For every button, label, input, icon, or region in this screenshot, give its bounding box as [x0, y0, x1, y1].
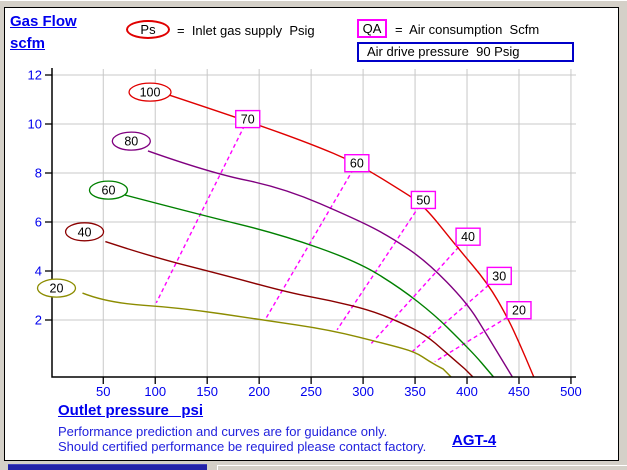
qa-box-60	[344, 153, 370, 173]
ps-oval-20	[36, 278, 77, 298]
ps-legend-symbol: Ps	[126, 20, 170, 39]
qa-line-50	[336, 199, 424, 331]
background-window-titlebar-edge	[8, 464, 207, 470]
y-tick-label: 12	[28, 68, 42, 83]
y-tick-label: 2	[35, 313, 42, 328]
curve-ps-40	[105, 240, 474, 378]
guidance-note-line2: Should certified performance be required…	[58, 439, 427, 454]
ps-oval-label: 20	[50, 282, 64, 296]
qa-box-50	[410, 190, 437, 210]
ps-oval-label: 40	[78, 225, 92, 239]
ps-oval-label: 60	[102, 184, 116, 198]
y-tick-label: 10	[28, 117, 42, 132]
qa-line-60	[265, 162, 358, 318]
ps-oval-label: 80	[124, 135, 138, 149]
qa-line-70	[155, 118, 249, 304]
ps-oval-40	[64, 222, 105, 242]
model-label: AGT-4	[452, 432, 497, 449]
x-axis-title: Outlet pressure psi	[58, 402, 204, 419]
qa-box-label: 30	[492, 269, 506, 283]
ps-oval-label: 100	[140, 86, 161, 100]
y-axis-title-line1: Gas Flow	[10, 13, 77, 30]
x-tick-label: 400	[456, 384, 478, 399]
curve-ps-60	[124, 194, 495, 378]
qa-line-20	[434, 309, 520, 363]
qa-box-label: 40	[461, 230, 475, 244]
x-tick-label: 50	[96, 384, 110, 399]
ps-oval-60	[88, 180, 129, 200]
qa-box-40	[455, 227, 481, 246]
qa-legend-symbol: QA	[357, 19, 387, 38]
ps-oval-80	[111, 131, 151, 151]
x-tick-label: 350	[404, 384, 426, 399]
curve-ps-80	[147, 150, 513, 378]
x-tick-label: 500	[560, 384, 582, 399]
curve-ps-20	[82, 292, 452, 378]
y-axis-title-line2: scfm	[10, 35, 46, 52]
qa-box-20	[506, 301, 532, 320]
x-tick-label: 250	[300, 384, 322, 399]
qa-box-label: 20	[512, 304, 526, 318]
x-tick-label: 200	[248, 384, 270, 399]
axes	[51, 68, 576, 378]
x-tick-label: 150	[196, 384, 218, 399]
ps-oval-100	[128, 82, 172, 102]
qa-box-label: 50	[416, 193, 430, 207]
guidance-note-line1: Performance prediction and curves are fo…	[58, 424, 388, 439]
x-tick-label: 450	[508, 384, 530, 399]
qa-box-label: 60	[350, 157, 364, 171]
ps-legend-text: = Inlet gas supply Psig	[177, 23, 315, 38]
y-tick-label: 6	[35, 215, 42, 230]
qa-line-40	[369, 236, 469, 345]
qa-line-30	[411, 275, 500, 353]
air-drive-pressure-box: Air drive pressure 90 Psig	[357, 42, 574, 62]
y-tick-label: 8	[35, 166, 42, 181]
qa-box-70	[235, 109, 261, 129]
x-tick-label: 300	[352, 384, 374, 399]
qa-box-label: 70	[241, 113, 255, 127]
qa-legend-text: = Air consumption Scfm	[395, 22, 540, 37]
y-tick-label: 4	[35, 264, 42, 279]
x-tick-label: 100	[144, 384, 166, 399]
qa-box-30	[486, 266, 512, 286]
background-window-edge	[217, 465, 627, 470]
